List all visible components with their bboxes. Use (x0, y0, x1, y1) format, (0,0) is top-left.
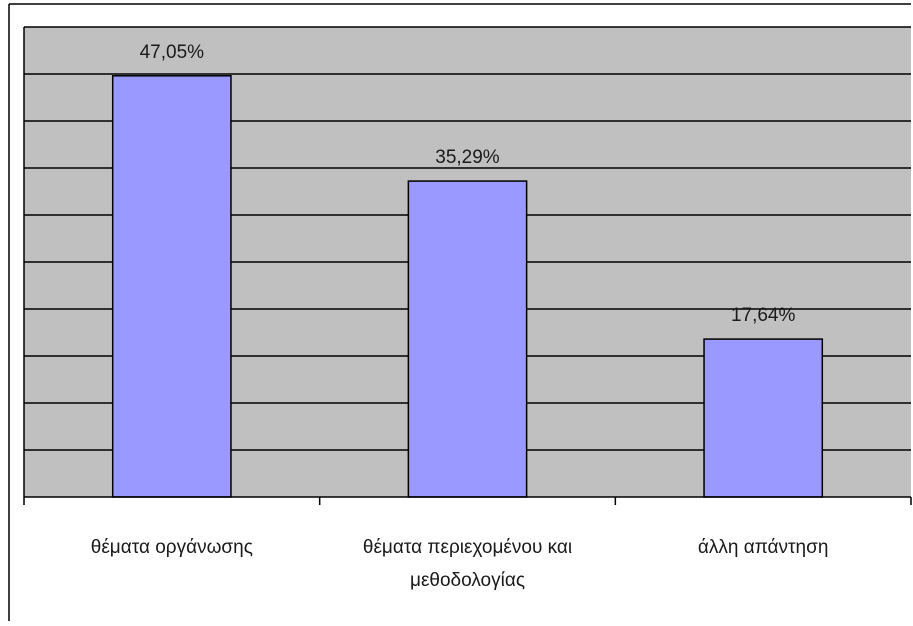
bars (111, 75, 824, 498)
category-label-line: θέματα οργάνωσης (91, 537, 253, 558)
data-label-3: 17,64% (731, 305, 796, 326)
category-labels: θέματα οργάνωσης θέματα περιεχομένου και μ… (91, 537, 829, 591)
category-label-line: άλλη απάντηση (698, 537, 829, 558)
category-label-3: άλλη απάντηση (698, 537, 829, 558)
category-label-1: θέματα οργάνωσης (91, 537, 253, 558)
category-label-line: θέματα περιεχομένου και (363, 537, 572, 558)
chart-frame (8, 3, 911, 621)
bar-3 (703, 338, 824, 498)
data-label-2: 35,29% (435, 147, 500, 168)
bar-1 (111, 75, 232, 498)
data-label-1: 47,05% (140, 42, 205, 63)
data-labels: 47,05% 35,29% 17,64% (140, 42, 796, 326)
category-label-2: θέματα περιεχομένου και μεθοδολογίας (363, 537, 572, 591)
x-axis (23, 496, 912, 505)
category-label-line: μεθοδολογίας (410, 570, 525, 591)
bar-2 (407, 180, 528, 498)
